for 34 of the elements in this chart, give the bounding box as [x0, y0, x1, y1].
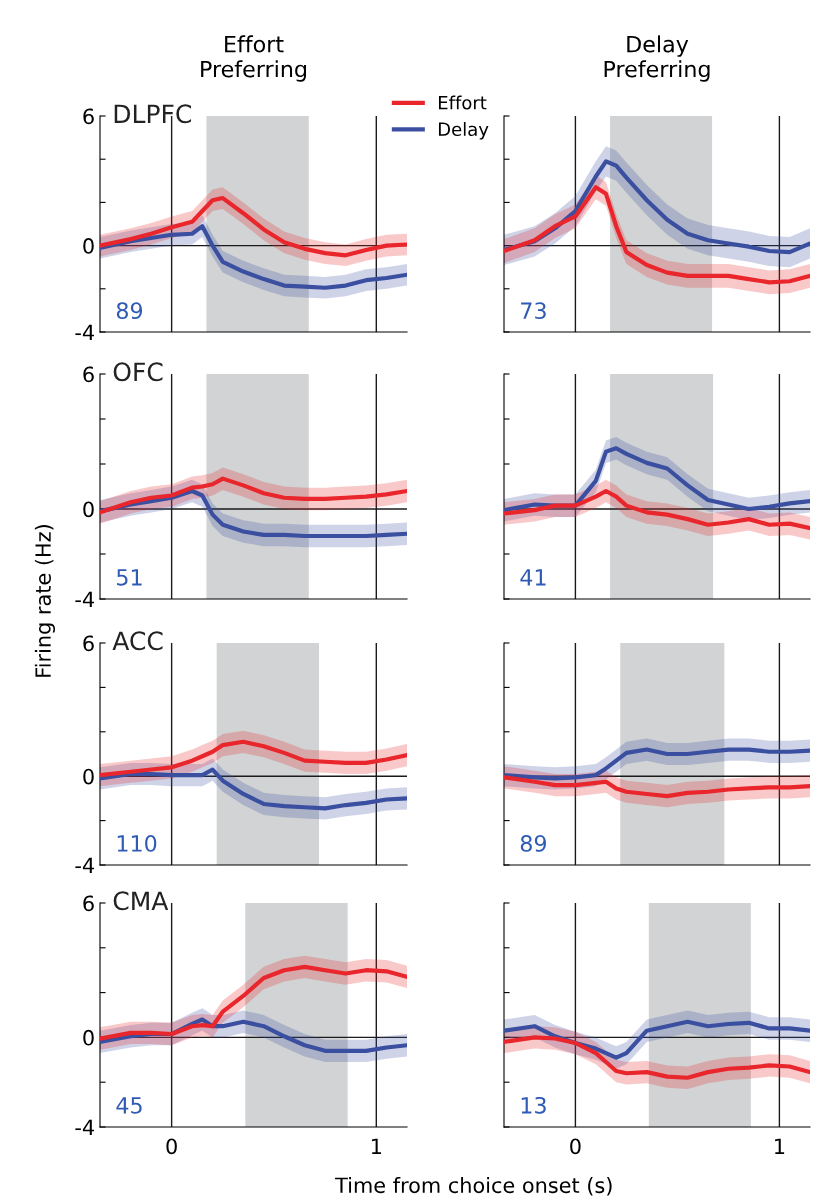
y-tick-label: -4	[75, 591, 94, 607]
y-tick-label: 6	[83, 366, 94, 383]
chart-title: Effort Preferring	[201, 35, 307, 82]
legend-label: Effort	[438, 95, 487, 110]
y-tick-label: 0	[83, 238, 94, 254]
x-tick-label: 1	[775, 1138, 785, 1154]
y-tick-label: 6	[83, 895, 94, 912]
y-tick-label: 6	[83, 635, 94, 652]
y-axis-title: Firing rate (Hz)	[34, 525, 55, 677]
x-tick-label: 0	[166, 1138, 177, 1155]
annotation: OFC	[113, 362, 163, 382]
annotation: ACC	[112, 631, 163, 651]
annotation: 41	[520, 569, 546, 586]
annotation: 51	[117, 569, 142, 586]
annotation: 89	[520, 835, 547, 852]
y-tick-label: -4	[75, 1119, 94, 1135]
annotation: DLPFC	[114, 104, 192, 124]
x-tick-label: 1	[371, 1138, 381, 1154]
annotation: 110	[117, 835, 157, 852]
annotation: 73	[521, 302, 546, 320]
y-tick-label: 0	[83, 768, 94, 785]
annotation: 13	[521, 1096, 546, 1114]
y-tick-label: 6	[83, 108, 94, 125]
legend-label: Delay	[438, 122, 489, 140]
chart-title: Delay Preferring	[604, 35, 710, 82]
x-axis-title: Time from choice onset (s)	[335, 1177, 612, 1196]
y-tick-label: 0	[83, 1029, 94, 1046]
x-tick-label: 0	[570, 1138, 581, 1155]
y-tick-label: -4	[75, 324, 94, 340]
annotation: 89	[116, 302, 143, 320]
annotation: CMA	[113, 891, 169, 911]
y-tick-label: 0	[83, 501, 94, 518]
annotation: 45	[116, 1097, 142, 1114]
y-tick-label: -4	[75, 857, 94, 873]
